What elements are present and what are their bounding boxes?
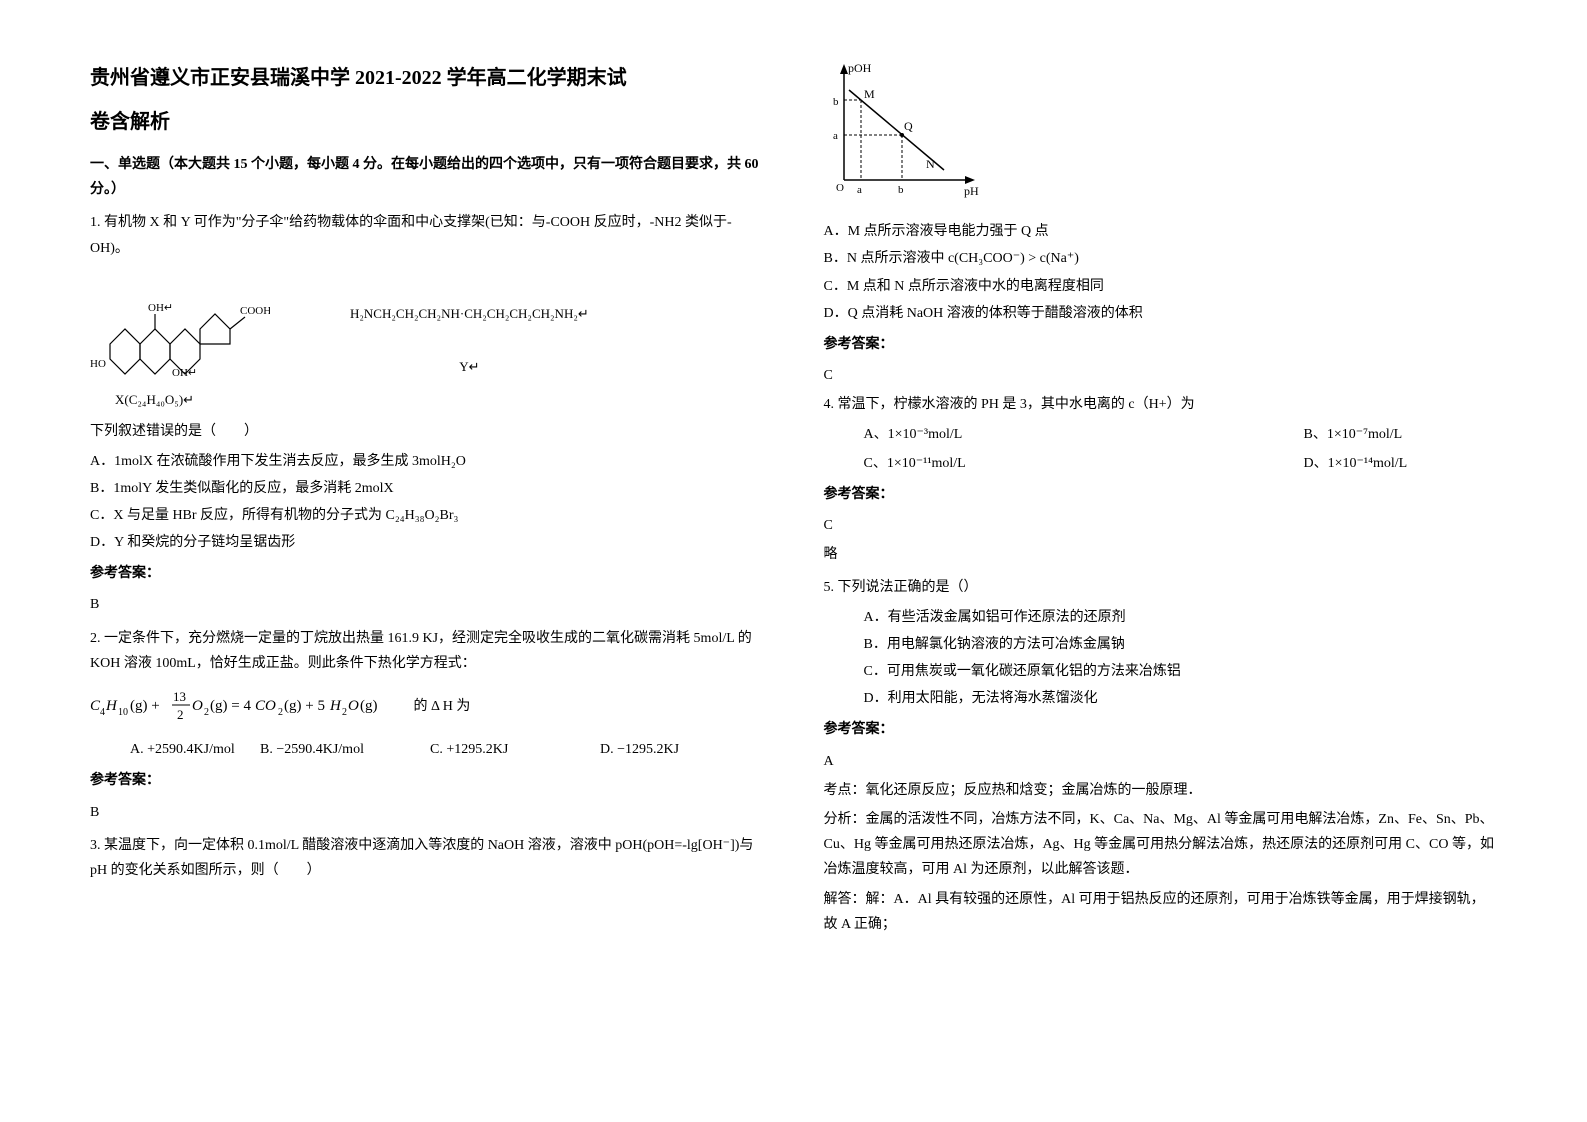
question-5: 5. 下列说法正确的是（） A．有些活泼金属如铝可作还原法的还原剂 B．用电解氯… [824,575,1498,936]
q2-stem: 2. 一定条件下，充分燃烧一定量的丁烷放出热量 161.9 KJ，经测定完全吸收… [90,626,764,676]
q2-ans-header: 参考答案： [90,768,764,793]
q5-optA: A．有些活泼金属如铝可作还原法的还原剂 [824,605,1498,630]
q5-optB: B．用电解氯化钠溶液的方法可冶炼金属钠 [824,632,1498,657]
exam-title-line1: 贵州省遵义市正安县瑞溪中学 2021-2022 学年高二化学期末试 [90,60,764,96]
q1-optD: D．Y 和癸烷的分子链均呈锯齿形 [90,530,764,555]
svg-text:pOH: pOH [848,61,872,75]
question-2: 2. 一定条件下，充分燃烧一定量的丁烷放出热量 161.9 KJ，经测定完全吸收… [90,626,764,825]
svg-text:(g) = 4: (g) = 4 [210,698,251,714]
q1-optB: B．1molY 发生类似酯化的反应，最多消耗 2molX [90,476,764,501]
exam-title-line2: 卷含解析 [90,104,764,140]
q5-optD: D．利用太阳能，无法将海水蒸馏淡化 [824,686,1498,711]
q5-ans: A [824,749,1498,774]
svg-text:M: M [864,87,875,101]
q1-structure-x: OH↵ COOH↵ HO OH↵ X(C₂₄H₄₀O₅)↵ [90,269,270,412]
q1-y-label: Y↵ [350,355,589,378]
svg-text:(g): (g) [360,698,378,714]
q1-structure-y: H₂NCH₂CH₂CH₂NH·CH₂CH₂CH₂CH₂NH₂↵ Y↵ [350,302,589,379]
question-4: 4. 常温下，柠檬水溶液的 PH 是 3，其中水电离的 c（H+）为 A、1×1… [824,392,1498,567]
q1-molecule-diagram: OH↵ COOH↵ HO OH↵ X(C₂₄H₄₀O₅)↵ H₂NCH₂CH₂C… [90,269,764,412]
q1-ans-header: 参考答案： [90,561,764,586]
q2-formula-suffix: 的 Δ H 为 [414,699,471,714]
svg-text:OH↵: OH↵ [148,302,173,314]
svg-text:13: 13 [173,689,186,704]
svg-text:(g) + 5: (g) + 5 [284,698,325,714]
q2-formula: C 4 H 10 (g) + 13 2 O 2 (g) = 4 CO 2 (g)… [90,682,764,731]
q4-optD: D、1×10⁻¹⁴mol/L [1304,451,1408,476]
svg-text:b: b [898,184,904,196]
svg-text:O: O [348,698,359,714]
svg-text:O: O [836,182,844,194]
svg-text:a: a [857,184,862,196]
svg-text:10: 10 [118,707,128,718]
q5-stem: 5. 下列说法正确的是（） [824,575,1498,600]
q5-ans-header: 参考答案： [824,717,1498,742]
left-column: 贵州省遵义市正安县瑞溪中学 2021-2022 学年高二化学期末试 卷含解析 一… [90,60,764,945]
svg-text:2: 2 [204,707,209,718]
svg-text:2: 2 [342,707,347,718]
q3-optB: B．N 点所示溶液中 c(CH₃COO⁻) > c(Na⁺) [824,246,1498,271]
q1-optA: A．1molX 在浓硫酸作用下发生消去反应，最多生成 3molH₂O [90,449,764,474]
q1-x-label: X(C₂₄H₄₀O₅)↵ [90,388,270,411]
svg-text:CO: CO [255,698,276,714]
section-1-header: 一、单选题（本大题共 15 个小题，每小题 4 分。在每小题给出的四个选项中，只… [90,152,764,202]
svg-text:Q: Q [904,119,913,133]
q1-y-formula: H₂NCH₂CH₂CH₂NH·CH₂CH₂CH₂CH₂NH₂↵ [350,302,589,325]
q4-extra: 略 [824,542,1498,567]
q4-optB: B、1×10⁻⁷mol/L [1304,422,1403,447]
q3-optA: A．M 点所示溶液导电能力强于 Q 点 [824,219,1498,244]
q1-substem: 下列叙述错误的是（ ） [90,419,764,444]
q3-chart: pOH pH M Q N b a a b O [824,60,1498,209]
right-column: pOH pH M Q N b a a b O A．M 点所示溶液导电能力强于 Q… [824,60,1498,945]
q1-stem: 1. 有机物 X 和 Y 可作为"分子伞"给药物载体的伞面和中心支撑架(已知：与… [90,210,764,260]
q3-ans-header: 参考答案： [824,332,1498,357]
q3-optC: C．M 点和 N 点所示溶液中水的电离程度相同 [824,274,1498,299]
q5-analysis3: 解答：解：A．Al 具有较强的还原性，Al 可用于铝热反应的还原剂，可用于冶炼铁… [824,887,1498,937]
svg-text:4: 4 [100,707,105,718]
svg-text:2: 2 [177,707,184,722]
q3-ans: C [824,363,1498,388]
q2-optA: A. +2590.4KJ/mol [90,737,260,762]
q1-ans: B [90,592,764,617]
svg-text:O: O [192,698,203,714]
q2-optD: D. −1295.2KJ [600,737,679,762]
q4-ans-header: 参考答案： [824,482,1498,507]
q3-stem: 3. 某温度下，向一定体积 0.1mol/L 醋酸溶液中逐滴加入等浓度的 NaO… [90,833,764,883]
question-1: 1. 有机物 X 和 Y 可作为"分子伞"给药物载体的伞面和中心支撑架(已知：与… [90,210,764,617]
q2-optB: B. −2590.4KJ/mol [260,737,430,762]
svg-text:2: 2 [278,707,283,718]
q4-optC: C、1×10⁻¹¹mol/L [824,451,1244,476]
question-3-stem: 3. 某温度下，向一定体积 0.1mol/L 醋酸溶液中逐滴加入等浓度的 NaO… [90,833,764,883]
q4-row1: A、1×10⁻³mol/L B、1×10⁻⁷mol/L [824,422,1498,447]
svg-text:b: b [833,96,839,108]
q2-ans: B [90,800,764,825]
q4-ans: C [824,513,1498,538]
svg-text:a: a [833,130,838,142]
q3-optD: D．Q 点消耗 NaOH 溶液的体积等于醋酸溶液的体积 [824,301,1498,326]
svg-text:HO: HO [90,358,106,370]
svg-text:COOH↵: COOH↵ [240,305,270,317]
svg-text:pH: pH [964,184,979,198]
q2-options-row: A. +2590.4KJ/mol B. −2590.4KJ/mol C. +12… [90,737,764,762]
svg-text:N: N [926,157,935,171]
q2-optC: C. +1295.2KJ [430,737,600,762]
svg-text:H: H [329,698,342,714]
q4-stem: 4. 常温下，柠檬水溶液的 PH 是 3，其中水电离的 c（H+）为 [824,392,1498,417]
q4-row2: C、1×10⁻¹¹mol/L D、1×10⁻¹⁴mol/L [824,451,1498,476]
q1-optC: C．X 与足量 HBr 反应，所得有机物的分子式为 C₂₄H₃₈O₂Br₃ [90,503,764,528]
q5-analysis2: 分析：金属的活泼性不同，冶炼方法不同，K、Ca、Na、Mg、Al 等金属可用电解… [824,807,1498,883]
q4-optA: A、1×10⁻³mol/L [824,422,1244,447]
q5-analysis1: 考点：氧化还原反应；反应热和焓变；金属冶炼的一般原理． [824,778,1498,803]
svg-text:H: H [105,698,118,714]
svg-text:OH↵: OH↵ [172,367,197,379]
svg-text:(g) +: (g) + [130,698,160,714]
q5-optC: C．可用焦炭或一氧化碳还原氧化铝的方法来冶炼铝 [824,659,1498,684]
